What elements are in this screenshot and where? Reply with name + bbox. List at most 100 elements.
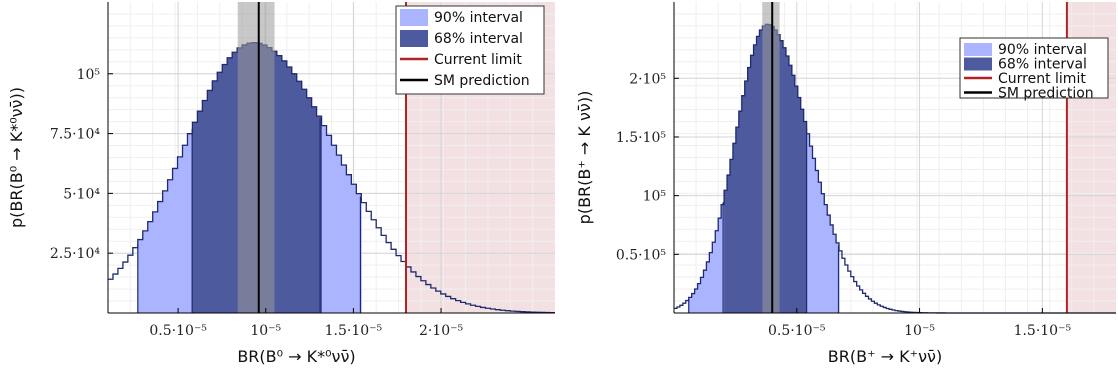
x-tick-label: 10⁻⁵ [250, 323, 281, 339]
histogram-bar-90 [712, 242, 716, 313]
sm-uncertainty-band [762, 2, 780, 313]
histogram-bar-68 [217, 72, 223, 313]
histogram-bar-68 [735, 127, 740, 313]
histogram-bar-68 [783, 47, 787, 313]
histogram-bar-90 [152, 211, 159, 313]
y-tick-label: 10⁵ [643, 189, 667, 205]
legend-label-current_limit: Current limit [998, 71, 1086, 87]
legend-label-current_limit: Current limit [434, 52, 522, 68]
legend-swatch-interval68 [964, 57, 992, 71]
histogram-bar-68 [732, 143, 737, 313]
interval90-bars [137, 125, 362, 313]
legend-label-interval90: 90% interval [998, 42, 1087, 58]
histogram-bar-90 [709, 252, 713, 313]
histogram-bar-68 [750, 55, 754, 314]
histogram-bar-68 [281, 60, 288, 313]
histogram-bar-68 [744, 81, 749, 313]
histogram-bar-68 [800, 109, 805, 313]
histogram-bar-68 [232, 52, 238, 313]
y-tick-label: 2.5·10⁴ [50, 246, 101, 262]
histogram-bar-68 [780, 40, 784, 313]
histogram-bar-68 [729, 159, 734, 313]
interval90-bars [688, 133, 840, 313]
histogram-bar-90 [806, 133, 810, 313]
histogram-bar-90 [706, 261, 710, 313]
histogram-outline [108, 42, 555, 314]
histogram-bar-90 [187, 133, 193, 313]
histogram-bar-68 [741, 95, 746, 313]
sm-uncertainty-band [237, 2, 275, 313]
histogram-bar-90 [351, 184, 357, 313]
legend-label-interval68: 68% interval [434, 31, 523, 47]
x-tick-label: 2·10⁻⁵ [419, 323, 464, 339]
histogram-bar-68 [212, 80, 218, 313]
legend: 90% interval 68% interval Current limit SM … [395, 5, 545, 95]
histogram-bar-68 [724, 190, 728, 313]
histogram-bar-90 [341, 164, 347, 313]
y-tick-label: 10⁵ [77, 67, 101, 83]
y-axis-title: p(BR(B⁰ → K*⁰νν̄)) [7, 87, 26, 228]
histogram-bar-68 [747, 67, 752, 313]
x-tick-label: 0.5·10⁻⁵ [768, 323, 826, 339]
legend-label-interval90: 90% interval [434, 10, 523, 26]
histogram-bar-90 [703, 270, 707, 313]
histogram-bar-68 [271, 51, 278, 314]
histogram-bar-90 [833, 234, 837, 313]
x-tick-label: 1.5·10⁻⁵ [1014, 323, 1072, 339]
histogram-bar-90 [718, 218, 722, 313]
x-tick-label: 10⁻⁵ [904, 323, 935, 339]
histogram-bar-68 [306, 97, 313, 313]
histogram-bar-68 [291, 73, 298, 313]
histogram-bar-68 [227, 57, 233, 313]
histogram-bar-90 [167, 179, 173, 313]
histogram-bar-68 [192, 122, 198, 313]
histogram-bar-68 [286, 67, 293, 313]
histogram-bar-68 [756, 36, 760, 313]
legend-label-interval68: 68% interval [998, 57, 1087, 73]
x-tick-label: 0.5·10⁻⁵ [149, 323, 207, 339]
histogram-bar-68 [222, 64, 228, 313]
histogram-bar-90 [346, 174, 352, 313]
histogram-bar-90 [821, 193, 825, 313]
histogram-bar-90 [172, 168, 178, 313]
y-axis-title: p(BR(B⁺ → K νν̄)) [575, 91, 594, 225]
y-tick-label: 5·10⁴ [63, 186, 100, 202]
histogram-bar-68 [738, 111, 743, 314]
chart-bplus-k: 0.5·10⁻⁵ 10⁻⁵ 1.5·10⁻⁵ 0.5·10⁵ 10⁵ 1.5·10⁵ 2·1… [575, 2, 1116, 366]
histogram-bar-68 [276, 55, 283, 313]
histogram-bar-90 [331, 145, 337, 313]
histogram-bar-68 [316, 116, 322, 313]
histogram-bar-90 [162, 190, 168, 313]
histogram-bar-90 [700, 277, 704, 313]
histogram-bar-90 [147, 221, 154, 313]
histogram-bar-68 [759, 30, 763, 313]
histogram-bar-90 [691, 293, 696, 313]
histogram-bar-68 [202, 100, 208, 313]
histogram-bar-68 [753, 44, 757, 313]
histogram-bar-68 [727, 175, 731, 313]
legend-swatch-interval90 [400, 9, 428, 26]
chart-b0-kstar: 0.5·10⁻⁵ 10⁻⁵ 1.5·10⁻⁵ 2·10⁻⁵ 2.5·10⁴ 5·10⁴ 7.… [7, 2, 555, 366]
x-tick-label: 1.5·10⁻⁵ [325, 323, 383, 339]
histogram-bar-90 [177, 156, 183, 313]
histogram-bar-90 [818, 182, 822, 313]
chart-panel-left: 0.5·10⁻⁵ 10⁻⁵ 1.5·10⁻⁵ 2·10⁻⁵ 2.5·10⁴ 5·10⁴ 7.… [7, 2, 555, 366]
histogram-bar-90 [688, 297, 693, 313]
histogram-bar-90 [182, 145, 188, 313]
histogram-bar-90 [697, 283, 701, 313]
histogram-bar-90 [694, 289, 698, 313]
histogram-bar-90 [142, 230, 149, 313]
y-tick-label: 1.5·10⁵ [616, 130, 667, 146]
y-tick-label: 2·10⁵ [629, 71, 666, 87]
histogram-bar-68 [207, 90, 213, 313]
histogram-bar-68 [296, 81, 303, 313]
histogram-bar-90 [830, 224, 834, 313]
histogram-bar-90 [827, 215, 831, 313]
histogram-bar-68 [797, 97, 802, 313]
histogram-bar-90 [157, 201, 164, 313]
histogram-bar-90 [715, 230, 719, 313]
histogram-bar-68 [794, 86, 799, 313]
legend-label-sm_prediction: SM prediction [434, 73, 530, 89]
histogram-bar-68 [803, 121, 807, 313]
